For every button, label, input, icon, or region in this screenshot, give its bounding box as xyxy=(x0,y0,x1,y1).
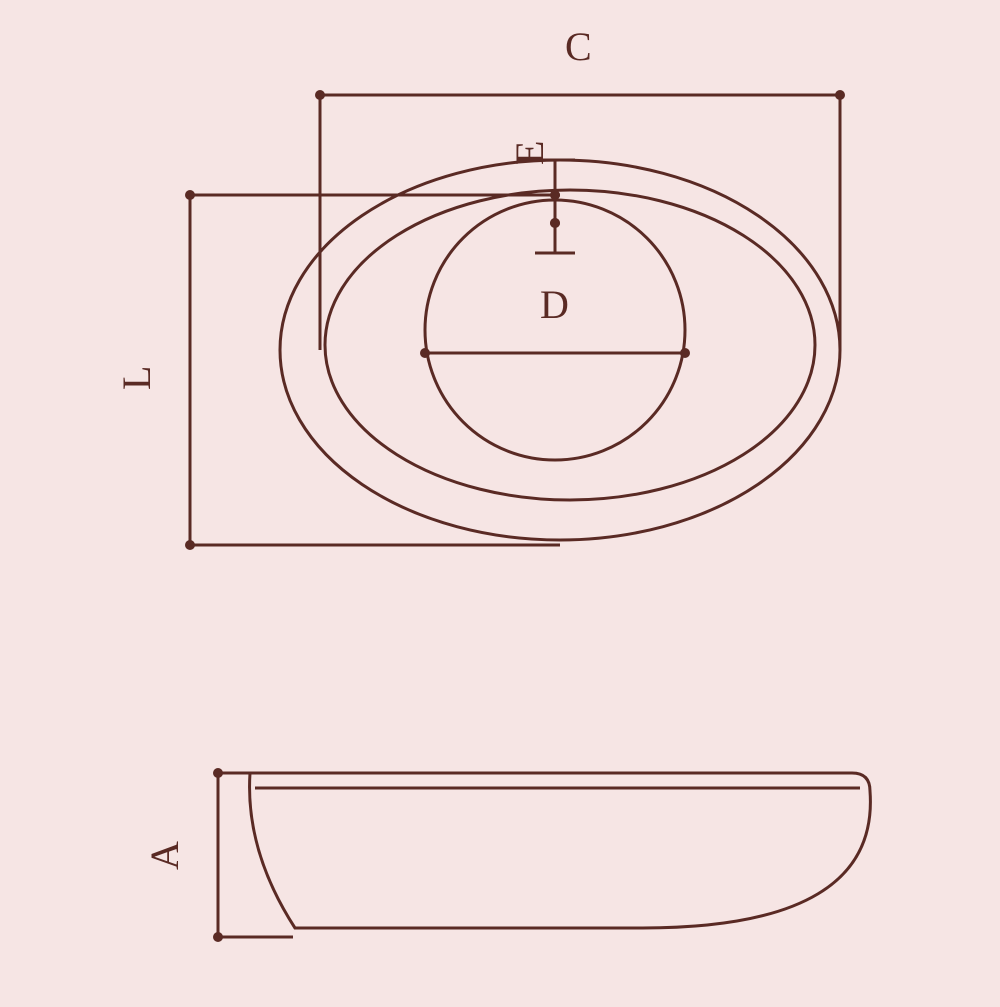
dim-d-label: D xyxy=(540,282,569,327)
side-bowl-outline xyxy=(250,773,871,928)
dim-e-dot-top xyxy=(550,190,560,200)
dim-a-dot-top xyxy=(213,768,223,778)
top-inner-ellipse xyxy=(325,190,815,500)
top-outer-ellipse xyxy=(280,160,840,540)
dim-a-dot-bottom xyxy=(213,932,223,942)
dim-l-dot-bottom xyxy=(185,540,195,550)
dim-c-label: C xyxy=(565,24,592,69)
dim-a-label: A xyxy=(142,841,187,870)
dim-d-dot-right xyxy=(680,348,690,358)
dim-l-dot-top xyxy=(185,190,195,200)
dim-c-dot-left xyxy=(315,90,325,100)
dim-d-dot-left xyxy=(420,348,430,358)
dim-e-dot-bot xyxy=(550,218,560,228)
dim-e-label: E xyxy=(507,141,552,165)
dim-l-label: L xyxy=(114,366,159,390)
dim-c-dot-right xyxy=(835,90,845,100)
